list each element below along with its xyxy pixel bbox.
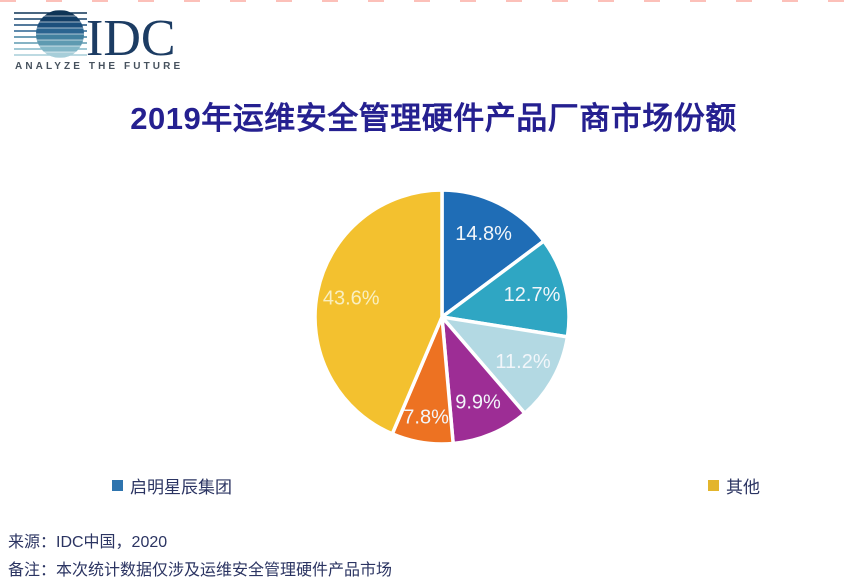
- legend-swatch-yellow: [708, 480, 719, 491]
- pie-slice-label: 43.6%: [323, 288, 380, 310]
- pie-slice-label: 12.7%: [504, 284, 561, 306]
- pie-slice-label: 14.8%: [455, 223, 512, 245]
- idc-globe-icon: IDC: [14, 10, 176, 60]
- legend-item-qimingxingchen: 启明星辰集团: [112, 473, 232, 498]
- pie-slice-label: 11.2%: [495, 351, 550, 373]
- pie-slice-label: 9.9%: [455, 391, 501, 413]
- pie-slice: [440, 239, 571, 339]
- note-line: 备注：本次统计数据仅涉及运维安全管理硬件产品市场: [8, 561, 393, 579]
- idc-logo-tagline: ANALYZE THE FUTURE: [15, 61, 184, 72]
- top-border-artifact: [0, 0, 867, 2]
- footer: 来源：IDC中国，2020 备注：本次统计数据仅涉及运维安全管理硬件产品市场: [8, 529, 392, 584]
- legend-item-other: 其他: [708, 473, 760, 498]
- legend-swatch-blue: [112, 480, 123, 491]
- page-title: 2019年运维安全管理硬件产品厂商市场份额: [130, 101, 737, 136]
- pie-slice: [440, 315, 570, 416]
- pie-slice: [313, 188, 444, 436]
- pie-chart: 14.8% 12.7% 11.2% 9.9% 7.8% 43.6%: [292, 167, 592, 467]
- pie-slice: [440, 188, 546, 319]
- chart-legend: 启明星辰集团 其他: [0, 473, 867, 498]
- source-line: 来源：IDC中国，2020: [8, 534, 168, 551]
- idc-logo-text: IDC: [86, 10, 176, 60]
- pie-slice-label: 7.8%: [403, 406, 449, 428]
- legend-label: 其他: [726, 478, 760, 497]
- legend-label: 启明星辰集团: [130, 478, 232, 497]
- idc-logo: IDC ANALYZE THE FUTURE: [14, 8, 194, 78]
- pie-chart-svg: 14.8% 12.7% 11.2% 9.9% 7.8% 43.6%: [313, 188, 571, 446]
